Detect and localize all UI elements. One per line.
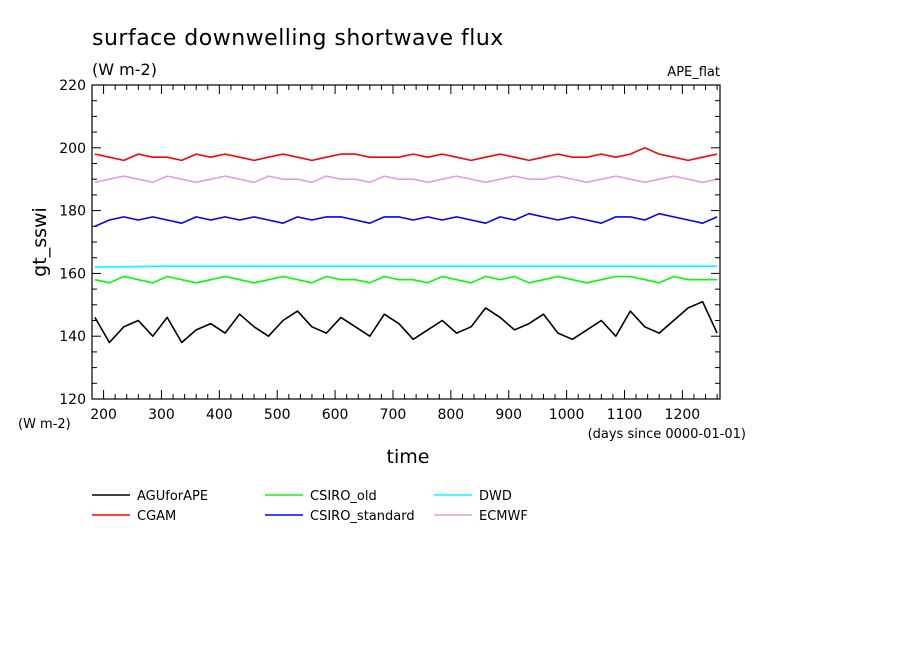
series-line-cgam bbox=[94, 147, 718, 162]
legend-label: ECMWF bbox=[479, 509, 528, 524]
x-tick-label: 400 bbox=[206, 407, 233, 423]
x-tick-label: 200 bbox=[90, 407, 117, 423]
x-tick-label: 800 bbox=[437, 407, 464, 423]
y-tick-label: 160 bbox=[59, 266, 86, 282]
series-line-csiro-old bbox=[94, 275, 718, 284]
legend-label: CGAM bbox=[137, 509, 176, 524]
y-axis: 120 140 160 180 200 220 bbox=[59, 78, 720, 408]
series-layer bbox=[94, 147, 718, 344]
experiment-label: APE_flat bbox=[667, 65, 720, 80]
x-axis-label: time bbox=[387, 446, 430, 468]
x-units-note: (days since 0000-01-01) bbox=[588, 427, 746, 442]
series-line-dwd bbox=[94, 265, 718, 268]
x-tick-label: 300 bbox=[148, 407, 175, 423]
series-line-ecmwf bbox=[94, 175, 718, 184]
y-axis-label: gt_sswi bbox=[29, 207, 51, 277]
x-tick-label: 600 bbox=[322, 407, 349, 423]
units-label: (W m-2) bbox=[92, 60, 157, 79]
legend-label: DWD bbox=[479, 489, 512, 504]
x-tick-label: 700 bbox=[380, 407, 407, 423]
x-axis: 200 300 400 500 600 700 800 900 1000 1100 1200 bbox=[90, 85, 718, 423]
legend-label: CSIRO_old bbox=[310, 489, 377, 504]
y-tick-label: 200 bbox=[59, 141, 86, 157]
y-tick-label: 140 bbox=[59, 329, 86, 345]
legend-label: AGUforAPE bbox=[137, 489, 208, 504]
y-tick-label: 180 bbox=[59, 204, 86, 220]
x-tick-label: 1100 bbox=[607, 407, 643, 423]
y-units-note: (W m-2) bbox=[18, 417, 71, 432]
y-tick-label: 120 bbox=[59, 392, 86, 408]
plot-frame bbox=[91, 84, 721, 400]
series-line-aguforape bbox=[94, 300, 718, 344]
legend-label: CSIRO_standard bbox=[310, 509, 415, 524]
x-tick-label: 500 bbox=[264, 407, 291, 423]
chart-title: surface downwelling shortwave flux bbox=[92, 26, 504, 51]
x-tick-label: 900 bbox=[495, 407, 522, 423]
y-tick-label: 220 bbox=[59, 78, 86, 94]
series-line-csiro-standard bbox=[94, 212, 718, 228]
x-tick-label: 1200 bbox=[665, 407, 701, 423]
x-tick-label: 1000 bbox=[549, 407, 585, 423]
legend: AGUforAPE CGAM CSIRO_old CSIRO_standard DWD E… bbox=[92, 489, 528, 524]
